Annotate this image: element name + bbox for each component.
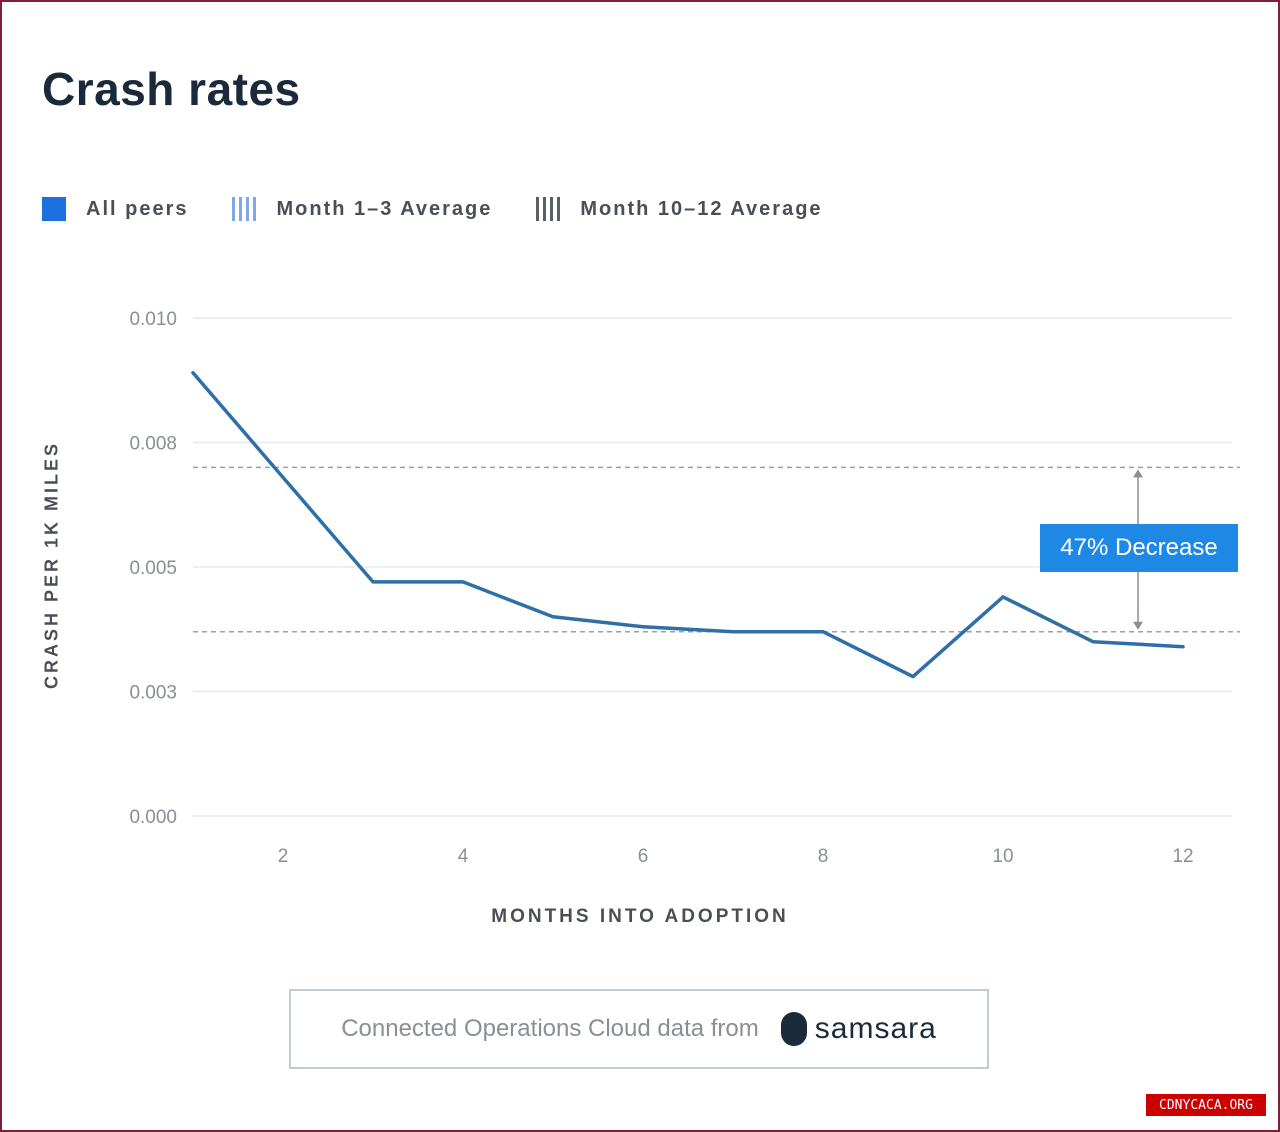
samsara-logo-icon — [780, 1012, 807, 1046]
legend-swatch-month-10-12-average — [536, 197, 561, 221]
x-tick-label-5: 12 — [1172, 846, 1193, 867]
x-axis-label: MONTHS INTO ADOPTION — [491, 906, 789, 927]
line-chart: 0.000 0.003 0.005 0.008 0.010 2 4 6 8 10 12 — [129, 309, 1240, 867]
y-tick-label-3: 0.008 — [129, 434, 177, 455]
series-point-0-6 — [731, 630, 735, 634]
legend-item-month-10-12-average: Month 10–12 Average — [536, 197, 822, 221]
series-point-0-7 — [821, 630, 825, 634]
y-tick-label-2: 0.005 — [129, 558, 177, 579]
x-tick-label-4: 10 — [992, 846, 1013, 867]
chart-title: Crash rates — [42, 63, 301, 115]
x-tick-label-3: 8 — [818, 846, 829, 867]
legend: All peers Month 1–3 Average Month 10–12 … — [42, 192, 867, 226]
y-tick-label-0: 0.000 — [129, 807, 177, 828]
series-point-0-9 — [1001, 595, 1005, 599]
watermark: CDNYCACA.ORG — [1146, 1094, 1266, 1116]
y-axis-label: CRASH PER 1K MILES — [41, 440, 62, 690]
decrease-callout: 47% Decrease — [1040, 524, 1238, 572]
series-point-0-1 — [281, 475, 285, 479]
x-tick-label-0: 2 — [278, 846, 289, 867]
series-point-0-10 — [1091, 640, 1095, 644]
legend-label-month-1-3-average: Month 1–3 Average — [276, 197, 493, 220]
series-point-0-3 — [461, 580, 465, 584]
legend-item-all-peers: All peers — [42, 197, 188, 221]
legend-item-month-1-3-average: Month 1–3 Average — [232, 197, 492, 221]
legend-label-all-peers: All peers — [86, 197, 189, 220]
y-tick-labels: 0.000 0.003 0.005 0.008 0.010 — [129, 309, 177, 828]
samsara-logo-text: samsara — [814, 1012, 937, 1045]
x-tick-label-1: 4 — [458, 846, 469, 867]
series-point-0-11 — [1181, 645, 1185, 649]
x-tick-labels: 2 4 6 8 10 12 — [278, 846, 1194, 867]
series-layer — [191, 371, 1185, 679]
legend-label-month-10-12-average: Month 10–12 Average — [580, 197, 823, 220]
arrow-head-up — [1133, 469, 1143, 478]
arrow-head-down — [1133, 621, 1143, 630]
series-point-0-8 — [911, 675, 915, 679]
legend-swatch-month-1-3-average — [232, 197, 257, 221]
y-tick-label-4: 0.010 — [129, 309, 177, 330]
series-point-0-5 — [641, 625, 645, 629]
series-point-0-2 — [371, 580, 375, 584]
legend-swatch-all-peers — [42, 197, 66, 221]
source-text: Connected Operations Cloud data from — [341, 1015, 759, 1042]
series-point-0-4 — [551, 615, 555, 619]
y-tick-label-1: 0.003 — [129, 683, 177, 704]
series-line-0 — [191, 371, 1185, 679]
source-box: Connected Operations Cloud data from sam… — [289, 989, 989, 1069]
x-tick-label-2: 6 — [638, 846, 649, 867]
series-point-0-0 — [191, 371, 195, 375]
